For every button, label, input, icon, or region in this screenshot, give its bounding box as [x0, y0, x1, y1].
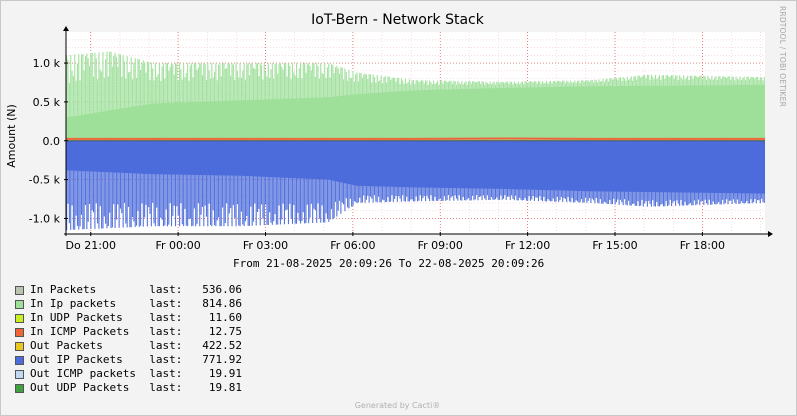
legend-text: Out IP Packets last: 771.92 [30, 353, 242, 367]
y-tick-label: 0.0 [43, 135, 61, 148]
legend-text: Out Packets last: 422.52 [30, 339, 242, 353]
legend-last-label: last: [149, 339, 183, 352]
legend-label: In Packets [30, 283, 150, 296]
rrdtool-watermark: RRDTOOL / TOBI OETIKER [778, 6, 787, 107]
legend-label: Out ICMP packets [30, 367, 150, 380]
legend-swatch [15, 384, 24, 393]
legend-label: Out UDP Packets [30, 381, 150, 394]
legend-swatch [15, 356, 24, 365]
legend-value: 19.91 [182, 367, 242, 380]
y-axis-arrow [63, 26, 69, 31]
y-axis-label: Amount (N) [5, 104, 18, 168]
legend-value: 422.52 [182, 339, 242, 352]
legend-value: 536.06 [182, 283, 242, 296]
legend-last-label: last: [149, 367, 183, 380]
legend-text: In Packets last: 536.06 [30, 283, 242, 297]
legend-label: In UDP Packets [30, 311, 150, 324]
legend-label: Out Packets [30, 339, 150, 352]
legend-last-label: last: [149, 311, 183, 324]
time-range: From 21-08-2025 20:09:26 To 22-08-2025 2… [233, 257, 545, 270]
legend-value: 814.86 [182, 297, 242, 310]
legend-swatch [15, 342, 24, 351]
legend-value: 19.81 [182, 381, 242, 394]
graph-title: IoT-Bern - Network Stack [311, 12, 484, 28]
y-tick-label: 1.0 k [33, 57, 61, 70]
legend-text: In UDP Packets last: 11.60 [30, 311, 242, 325]
legend-text: Out UDP Packets last: 19.81 [30, 381, 242, 395]
legend-swatch [15, 370, 24, 379]
legend-text: In ICMP Packets last: 12.75 [30, 325, 242, 339]
series-area [66, 84, 765, 141]
y-tick-label: 0.5 k [33, 96, 61, 109]
legend-swatch [15, 314, 24, 323]
y-tick-label: -1.0 k [29, 212, 61, 225]
legend-swatch [15, 286, 24, 295]
legend-text: Out ICMP packets last: 19.91 [30, 367, 242, 381]
legend-last-label: last: [149, 297, 183, 310]
x-tick-label: Fr 18:00 [680, 239, 725, 252]
legend-text: In Ip packets last: 814.86 [30, 297, 242, 311]
legend-last-label: last: [149, 325, 183, 338]
x-tick-label: Fr 09:00 [418, 239, 463, 252]
legend-label: Out IP Packets [30, 353, 150, 366]
legend-last-label: last: [149, 353, 183, 366]
x-tick-label: Do 21:00 [66, 239, 116, 252]
legend-value: 12.75 [182, 325, 242, 338]
legend-label: In ICMP Packets [30, 325, 150, 338]
y-tick-label: -0.5 k [29, 174, 61, 187]
series-out-ip-packets [66, 140, 765, 231]
x-tick-label: Fr 00:00 [156, 239, 201, 252]
legend-last-label: last: [149, 381, 183, 394]
series-area [66, 140, 765, 194]
legend-value: 771.92 [182, 353, 242, 366]
x-tick-label: Fr 06:00 [330, 239, 375, 252]
x-tick-label: Fr 15:00 [592, 239, 637, 252]
x-tick-label: Fr 12:00 [505, 239, 550, 252]
series-in-ip-packets [66, 51, 765, 141]
x-axis-arrow [768, 231, 773, 237]
legend-swatch [15, 300, 24, 309]
legend-label: In Ip packets [30, 297, 150, 310]
legend-value: 11.60 [182, 311, 242, 324]
generated-by: Generated by Cacti® [354, 401, 441, 410]
legend-last-label: last: [149, 283, 183, 296]
legend-swatch [15, 328, 24, 337]
x-tick-label: Fr 03:00 [243, 239, 288, 252]
